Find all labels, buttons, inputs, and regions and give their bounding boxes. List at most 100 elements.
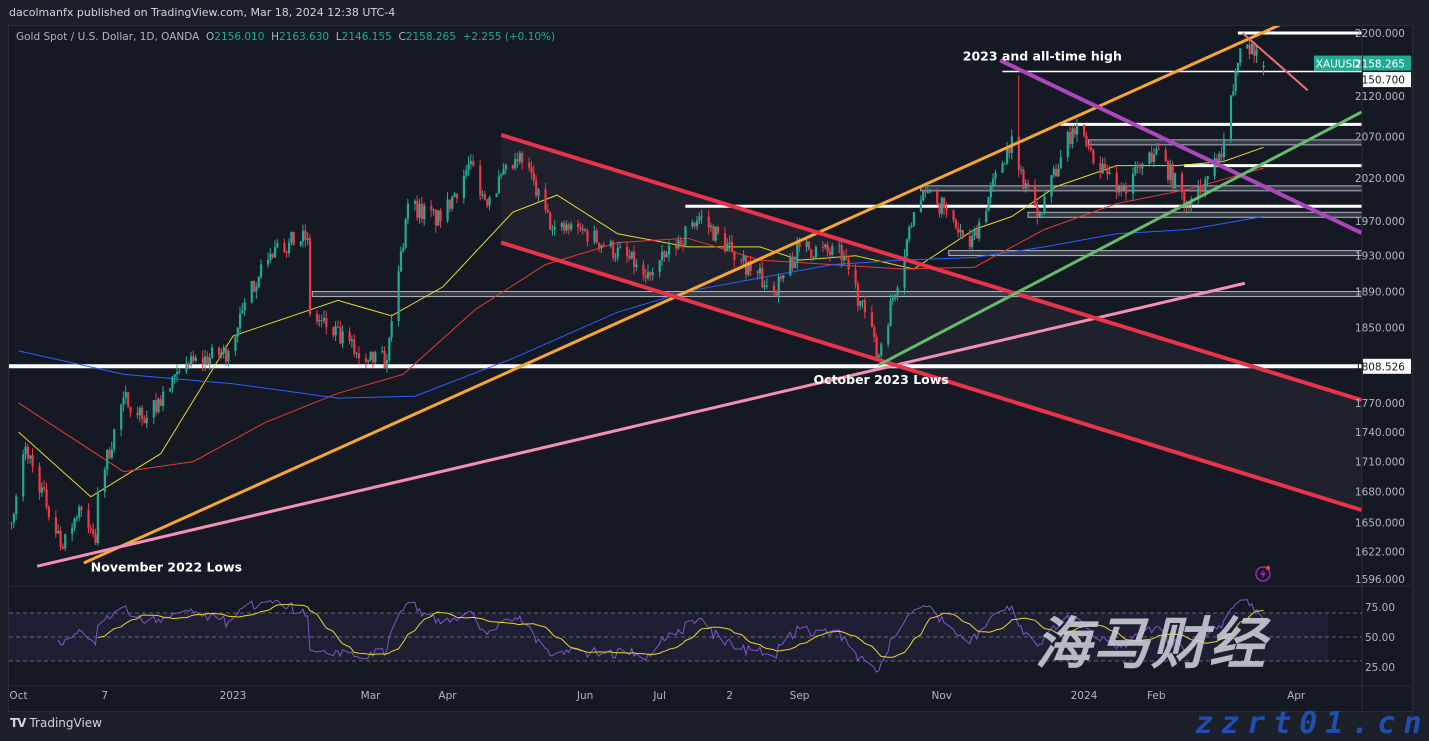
- candle-body: [322, 318, 326, 321]
- annotation-label: 2023 and all-time high: [963, 48, 1122, 63]
- candle-body: [628, 256, 631, 259]
- candle: [693, 222, 696, 230]
- candle: [975, 224, 978, 239]
- candle: [1197, 180, 1200, 205]
- candle: [1131, 167, 1135, 201]
- candle: [1038, 210, 1041, 217]
- candle: [1232, 83, 1235, 97]
- candle-body: [430, 205, 433, 211]
- candle: [1152, 147, 1156, 168]
- candle: [355, 351, 358, 359]
- candle-body: [1106, 167, 1109, 175]
- candle: [381, 345, 384, 354]
- candle-body: [952, 210, 955, 220]
- candle: [106, 449, 109, 476]
- level-price-tag: [1363, 72, 1411, 88]
- candle-body: [252, 281, 256, 292]
- candle: [684, 225, 687, 248]
- candle: [537, 188, 540, 203]
- candle: [437, 209, 440, 227]
- candle: [740, 257, 743, 265]
- candle: [681, 239, 685, 252]
- candle-body: [486, 199, 489, 206]
- candle: [1076, 118, 1079, 142]
- candle: [691, 219, 694, 229]
- tradingview-footer[interactable]: TV TradingView: [10, 716, 102, 730]
- candle-body: [152, 400, 155, 418]
- close-label: C: [398, 31, 406, 43]
- candle-body: [560, 223, 563, 227]
- candle-body: [61, 546, 64, 549]
- candle-body: [521, 153, 524, 163]
- candle: [824, 243, 827, 250]
- candle-body: [315, 313, 319, 322]
- candle: [863, 296, 867, 319]
- x-tick-label: 2: [726, 690, 733, 702]
- candle: [1099, 156, 1102, 179]
- candle: [89, 524, 92, 534]
- candle: [38, 462, 41, 500]
- candle-body: [880, 344, 883, 356]
- candle-body: [434, 209, 438, 226]
- candle-body: [873, 327, 876, 338]
- candle: [1222, 132, 1226, 163]
- candle: [1229, 94, 1233, 143]
- candle-body: [54, 517, 58, 534]
- candle-body: [973, 229, 976, 236]
- candle: [1201, 184, 1205, 193]
- candle: [742, 250, 745, 267]
- candle: [26, 443, 30, 464]
- candle: [87, 503, 90, 534]
- candle-body: [567, 224, 570, 230]
- candle-body: [635, 264, 638, 268]
- candle: [514, 153, 517, 171]
- candle-body: [397, 271, 400, 322]
- candle: [614, 252, 617, 263]
- candle: [628, 248, 631, 261]
- candle: [723, 227, 727, 254]
- candle-body: [159, 399, 162, 406]
- candle-body: [341, 331, 344, 344]
- candle-body: [957, 228, 960, 233]
- candle-body: [1034, 185, 1037, 207]
- candle: [698, 212, 701, 225]
- candle: [936, 188, 939, 206]
- candle-body: [530, 167, 533, 173]
- candle-body: [211, 347, 214, 358]
- level-price-label: 2150.700: [1355, 75, 1405, 87]
- candle-body: [912, 212, 915, 226]
- candle-body: [483, 194, 487, 200]
- candle-body: [94, 534, 97, 544]
- candle-body: [404, 219, 407, 248]
- y-tick-label: 1890.000: [1355, 286, 1405, 298]
- candle-body: [413, 200, 417, 204]
- candle-body: [681, 244, 685, 246]
- candle: [322, 310, 326, 324]
- candle-body: [481, 194, 484, 196]
- candle-body: [155, 400, 158, 413]
- candle: [1213, 152, 1216, 180]
- candle-body: [448, 199, 452, 209]
- candle: [152, 399, 155, 425]
- candle: [840, 237, 843, 268]
- candle: [339, 320, 342, 345]
- symbol-title: Gold Spot / U.S. Dollar, 1D, OANDA: [16, 31, 200, 43]
- candle: [136, 406, 139, 419]
- candle: [961, 230, 964, 239]
- candle-body: [472, 161, 475, 166]
- candle: [24, 441, 27, 461]
- candle-body: [810, 249, 813, 258]
- candle: [469, 154, 473, 170]
- symbol-legend: Gold Spot / U.S. Dollar, 1D, OANDA O2156…: [16, 31, 555, 43]
- candle-body: [1122, 185, 1125, 191]
- candle: [854, 264, 857, 289]
- candle: [845, 248, 848, 261]
- candle: [716, 225, 720, 236]
- x-tick-label: Mar: [361, 690, 381, 702]
- candle: [609, 239, 612, 249]
- candle: [1071, 126, 1074, 149]
- candle-body: [861, 300, 864, 302]
- candle: [1138, 162, 1142, 174]
- candle-body: [243, 302, 246, 311]
